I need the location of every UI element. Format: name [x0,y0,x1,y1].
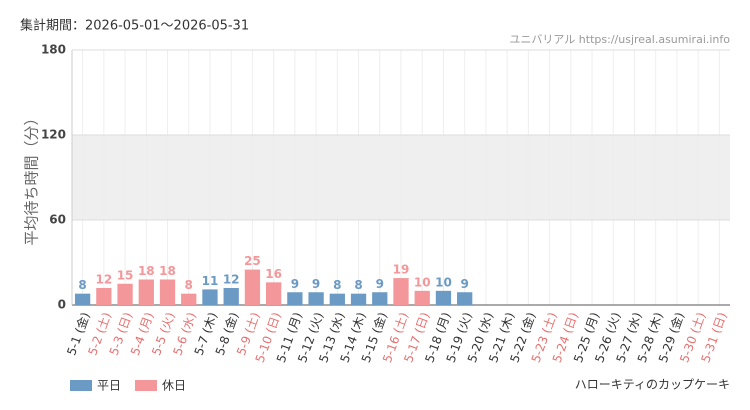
y-axis-label: 平均待ち時間（分） [23,110,41,245]
value-label: 8 [78,278,86,292]
bar [435,290,452,305]
y-tick-label: 0 [58,298,66,312]
y-tick-label: 60 [49,213,66,227]
value-label: 8 [333,278,341,292]
bar [329,293,345,305]
bar [393,278,409,305]
bar [266,282,282,305]
value-label: 10 [414,275,431,289]
y-tick-label: 180 [41,43,66,57]
value-label: 12 [95,273,112,287]
bar [74,293,91,305]
value-label: 9 [376,277,384,291]
bar [138,279,154,305]
legend-label: 休日 [162,379,186,393]
bar [308,292,324,305]
value-label: 25 [244,254,261,268]
value-label: 15 [117,268,134,282]
value-label: 10 [435,275,452,289]
bar [287,292,303,305]
bar [372,292,388,305]
bar [159,279,176,305]
legend-label: 平日 [97,379,121,393]
value-label: 18 [138,264,155,278]
bar [457,292,473,305]
value-label: 9 [291,277,299,291]
value-label: 16 [265,267,282,281]
bar [117,283,133,305]
bar [223,288,239,305]
bar [244,269,261,305]
value-label: 18 [159,264,176,278]
period: 集計期間：2026-05-01〜2026-05-31 [20,18,249,34]
bar [350,293,367,305]
legend-swatch [135,380,157,391]
bar [181,293,197,305]
value-label: 12 [223,273,240,287]
bar [202,289,218,305]
source: ユニバリアル https://usjreal.asumirai.info [509,33,730,46]
value-label: 11 [202,274,219,288]
legend-swatch [70,380,92,391]
value-label: 9 [460,277,468,291]
attraction: ハローキティのカップケーキ [575,378,730,392]
value-label: 19 [393,263,410,277]
bar [96,288,112,305]
value-label: 8 [185,278,193,292]
value-label: 8 [354,278,362,292]
bar [414,290,430,305]
y-tick-label: 120 [41,128,66,142]
value-label: 9 [312,277,320,291]
